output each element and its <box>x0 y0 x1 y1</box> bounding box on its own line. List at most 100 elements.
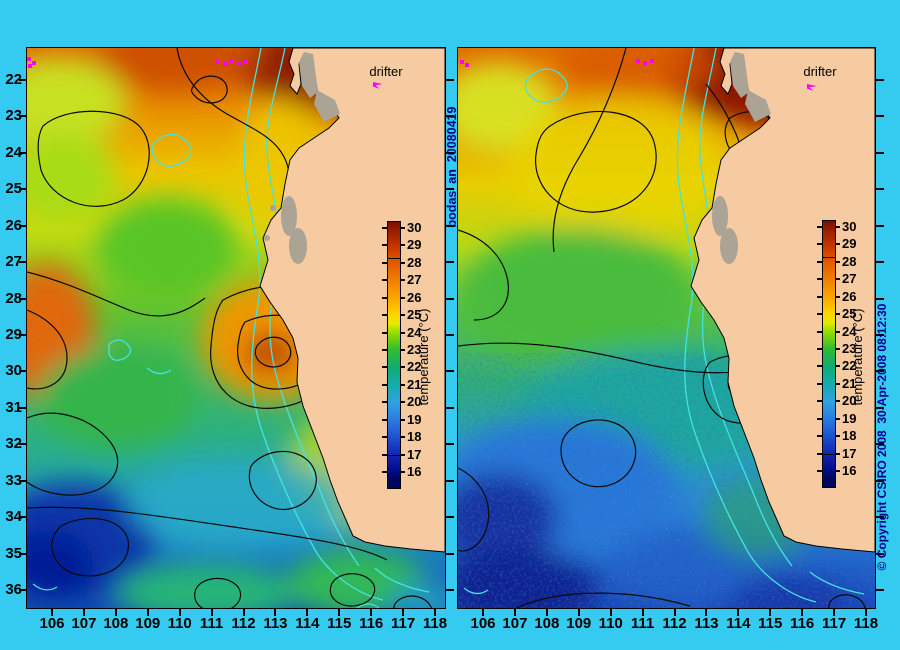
colorbar-tick <box>835 330 840 333</box>
lat-tick <box>19 297 27 300</box>
colorbar-tick <box>382 314 388 317</box>
lat-tick-label: 30 <box>5 362 22 380</box>
colorbar-tick <box>835 435 840 438</box>
lat-tick-label: 35 <box>5 544 22 562</box>
lat-tick <box>446 589 454 592</box>
drifter-label-left: drifter <box>369 64 403 79</box>
lon-tick <box>641 608 644 616</box>
colorbar-tick <box>835 470 840 473</box>
colorbar-tick-label: 17 <box>407 446 422 462</box>
colorbar-tick <box>382 453 388 456</box>
lon-tick <box>737 608 740 616</box>
colorbar-tick <box>817 348 823 350</box>
drifter-marker <box>636 59 640 63</box>
lon-tick-label: 111 <box>630 615 655 632</box>
lon-tick-label: 106 <box>470 615 496 632</box>
lat-tick-label: 22 <box>5 71 22 88</box>
lon-tick-label: 116 <box>359 615 384 632</box>
colorbar-tick <box>382 401 388 404</box>
lat-tick <box>446 115 454 118</box>
colorbar-tick <box>835 382 840 385</box>
colorbar-tick <box>817 278 823 281</box>
lon-tick-label: 114 <box>295 615 320 632</box>
lat-tick <box>446 297 454 300</box>
oceanmaps-sst-map <box>0 18 497 627</box>
lon-tick-label: 110 <box>598 615 623 632</box>
drifter-marker <box>237 61 241 65</box>
lon-tick-label: 106 <box>39 615 65 632</box>
lat-tick <box>446 406 454 409</box>
colorbar-tick <box>817 313 823 316</box>
lat-tick-label: 33 <box>5 471 22 489</box>
lat-tick <box>876 334 884 336</box>
colorbar-tick-label: 28 <box>842 253 857 269</box>
lat-tick <box>876 589 884 592</box>
colorbar-tick <box>382 471 388 474</box>
colorbar-tick-label: 29 <box>842 236 857 252</box>
lat-tick <box>876 79 884 81</box>
colorbar-contour-line <box>823 453 835 455</box>
colorbar-tick-label: 23 <box>842 341 857 356</box>
colorbar-tick <box>382 366 388 369</box>
lon-tick-label: 113 <box>263 615 288 632</box>
left-map-panel <box>0 18 497 627</box>
lat-tick <box>19 552 27 555</box>
lon-tick <box>434 608 437 616</box>
drifter-marker <box>230 60 234 64</box>
drifter-marker <box>244 60 248 64</box>
lat-tick-label: 32 <box>5 435 22 453</box>
lat-tick <box>19 151 27 154</box>
lon-tick-label: 109 <box>135 615 161 632</box>
colorbar-tick-label: 25 <box>842 306 857 322</box>
lat-tick <box>19 261 27 264</box>
lon-tick-label: 107 <box>71 615 97 632</box>
lat-tick <box>19 334 27 336</box>
colorbar-tick <box>400 314 405 317</box>
lat-tick <box>876 552 884 555</box>
lon-tick <box>370 608 373 616</box>
lat-tick-label: 28 <box>5 289 22 307</box>
drifter-label-right: drifter <box>803 64 837 79</box>
colorbar-tick-label: 24 <box>407 324 422 340</box>
drifter-marker <box>32 61 36 65</box>
lat-tick <box>446 188 454 191</box>
colorbar-tick <box>817 260 823 263</box>
lat-tick <box>19 479 27 482</box>
colorbar-tick <box>400 418 405 421</box>
colorbar-contour-line <box>823 256 835 258</box>
lon-tick-label: 115 <box>758 615 783 632</box>
lon-tick <box>51 608 53 616</box>
colorbar-tick <box>382 227 388 229</box>
colorbar-tick <box>382 261 388 264</box>
colorbar-tick <box>400 383 405 386</box>
lat-tick-label: 23 <box>5 107 22 125</box>
lat-tick <box>876 188 884 191</box>
lat-tick <box>876 224 884 227</box>
colorbar-tick-label: 20 <box>842 393 857 409</box>
colorbar-tick <box>835 417 840 420</box>
colorbar-tick-label: 26 <box>842 288 857 304</box>
lon-tick <box>513 608 516 616</box>
colorbar-tick-label: 24 <box>842 323 857 339</box>
colorbar-tick <box>382 244 388 247</box>
lat-tick <box>19 516 27 519</box>
colorbar-tick <box>835 365 840 368</box>
colorbar-tick <box>817 226 823 228</box>
lon-tick-label: 110 <box>167 615 192 632</box>
colorbar-tick <box>400 349 405 351</box>
lon-tick <box>482 608 484 616</box>
lon-tick <box>769 608 772 616</box>
lon-tick <box>114 608 117 616</box>
lon-tick-label: 116 <box>790 615 815 632</box>
drifter-marker <box>216 60 220 64</box>
colorbar-tick-label: 21 <box>842 375 857 391</box>
lat-tick <box>19 406 27 409</box>
colorbar-tick <box>817 243 823 246</box>
lat-tick-label: 26 <box>5 216 22 234</box>
colorbar-tick-label: 22 <box>842 358 857 374</box>
colorbar-tick <box>817 382 823 385</box>
colorbar-tick <box>835 400 840 403</box>
lat-tick-label: 36 <box>5 581 22 599</box>
drifter-marker <box>643 61 647 65</box>
